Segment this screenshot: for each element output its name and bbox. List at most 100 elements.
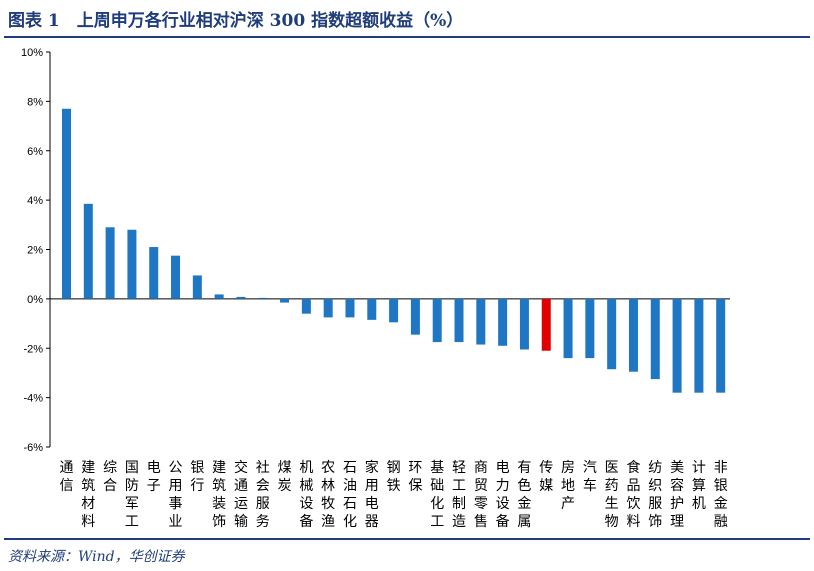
x-tick-label-char: 纺 — [648, 460, 662, 476]
x-tick-label-char: 防 — [125, 478, 139, 494]
x-tick-label-char: 理 — [670, 514, 684, 530]
x-tick-label-char: 材 — [81, 496, 95, 512]
x-tick-label-char: 物 — [605, 514, 619, 530]
x-tick-label-char: 传 — [539, 460, 553, 476]
x-tick-label-char: 媒 — [539, 478, 553, 494]
x-tick-label-char: 算 — [692, 478, 706, 494]
x-tick-label-char: 房 — [561, 460, 575, 476]
x-tick-label-char: 务 — [256, 514, 270, 530]
y-tick-label: 10% — [21, 47, 43, 59]
x-tick-label-char: 交 — [234, 459, 248, 476]
x-tick-label-char: 银 — [190, 460, 204, 476]
x-tick-label-char: 机 — [692, 496, 706, 512]
x-tick-label-char: 贸 — [474, 478, 488, 494]
x-tick-label-char: 筑 — [212, 478, 226, 494]
footer-divider — [4, 538, 810, 540]
x-tick-label-char: 织 — [648, 478, 662, 494]
x-tick-label-char: 社 — [256, 460, 270, 476]
bar — [214, 294, 224, 299]
x-tick-label-char: 事 — [169, 496, 183, 512]
x-tick-label-char: 料 — [626, 514, 640, 530]
x-tick-label-char: 基 — [430, 459, 444, 476]
bar — [563, 298, 573, 359]
bar — [345, 298, 355, 318]
x-tick-label-char: 银 — [714, 478, 728, 494]
y-tick-label: 2% — [27, 245, 43, 257]
bar — [149, 247, 159, 299]
bar — [650, 298, 660, 380]
bar — [367, 298, 377, 320]
bar — [301, 298, 311, 314]
x-tick-label-char: 输 — [234, 514, 248, 530]
bar — [62, 108, 71, 299]
x-tick-label-char: 饰 — [212, 514, 226, 530]
x-tick-label-char: 金 — [517, 496, 531, 512]
source-note: 资料来源：Wind，华创证券 — [8, 549, 185, 565]
x-tick-label-char: 运 — [234, 496, 248, 512]
x-tick-label-char: 食 — [626, 459, 640, 476]
x-tick-label-char: 属 — [517, 514, 531, 530]
bar — [258, 297, 268, 299]
x-tick-label-char: 业 — [169, 514, 183, 530]
x-tick-label-char: 化 — [343, 514, 357, 530]
x-tick-label-char: 力 — [496, 478, 510, 494]
x-tick-label-char: 保 — [408, 478, 422, 494]
bar — [476, 298, 486, 345]
bar — [105, 227, 115, 299]
x-tick-label-char: 电 — [147, 460, 161, 476]
x-tick-label-char: 环 — [408, 460, 422, 476]
x-tick-label-char: 建 — [81, 460, 95, 476]
x-tick-label-char: 饰 — [648, 514, 662, 530]
title-divider — [4, 36, 810, 38]
x-tick-label-char: 有 — [517, 460, 531, 476]
x-tick-label-char: 工 — [125, 514, 139, 530]
x-tick-label-char: 饮 — [626, 496, 640, 512]
x-tick-label-char: 售 — [474, 514, 488, 530]
x-tick-label-char: 家 — [365, 459, 379, 476]
x-tick-label-char: 备 — [496, 513, 510, 530]
x-tick-label-char: 设 — [496, 496, 510, 512]
bar — [454, 298, 464, 343]
x-tick-label-char: 炭 — [278, 478, 292, 494]
x-tick-label-char: 石 — [343, 496, 357, 512]
y-tick-label: 8% — [27, 96, 43, 108]
x-tick-label-char: 计 — [692, 460, 706, 476]
bar — [585, 298, 595, 359]
x-tick-label-char: 生 — [605, 496, 619, 512]
x-tick-label-char: 金 — [714, 496, 728, 512]
x-tick-label-char: 服 — [648, 496, 662, 512]
x-tick-label-char: 护 — [670, 496, 684, 512]
x-tick-label-char: 产 — [561, 496, 575, 512]
x-tick-label-char: 建 — [212, 460, 226, 476]
bar — [192, 275, 202, 299]
y-tick-label: 4% — [27, 195, 43, 207]
x-tick-label-char: 融 — [714, 514, 728, 530]
x-tick-label-char: 医 — [605, 460, 619, 476]
x-tick-label-char: 服 — [256, 496, 270, 512]
y-tick-label: 0% — [27, 294, 43, 306]
x-tick-label-char: 容 — [670, 477, 684, 494]
bar — [672, 298, 682, 393]
x-tick-label-char: 药 — [605, 478, 619, 494]
x-tick-label-char: 国 — [125, 460, 139, 476]
bar — [432, 298, 442, 343]
x-tick-label-char: 石 — [343, 460, 357, 476]
x-tick-label-char: 设 — [299, 496, 313, 512]
bar — [171, 255, 181, 299]
x-tick-label-char: 造 — [452, 514, 466, 530]
x-tick-label-char: 合 — [103, 478, 117, 494]
bar — [541, 298, 551, 351]
x-tick-label-char: 制 — [452, 496, 466, 512]
y-tick-label: -2% — [23, 343, 43, 355]
x-tick-label-char: 地 — [561, 478, 575, 494]
bar — [389, 298, 399, 323]
y-tick-label: 6% — [27, 146, 43, 158]
x-tick-label-char: 商 — [474, 460, 488, 476]
x-tick-label-char: 电 — [496, 460, 510, 476]
x-tick-label-char: 工 — [430, 514, 444, 530]
bar — [83, 203, 93, 299]
x-tick-label-char: 零 — [474, 496, 488, 512]
x-tick-label-char: 础 — [430, 478, 444, 494]
bar — [607, 298, 617, 370]
y-tick-label: -6% — [23, 442, 43, 454]
